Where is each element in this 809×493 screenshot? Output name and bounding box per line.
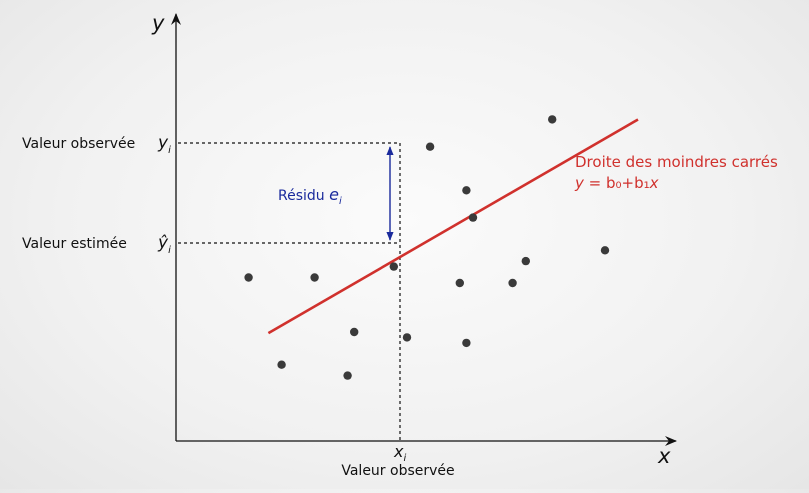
data-point: [508, 278, 517, 288]
y-axis-label: y: [151, 11, 165, 35]
data-point: [277, 360, 286, 369]
data-point: [389, 262, 398, 271]
regression-line: [267, 118, 639, 335]
data-point: [600, 246, 610, 255]
y-hat-i-label: ŷi: [157, 233, 171, 256]
residual-label: Résidu ei: [278, 185, 342, 207]
regression-title: Droite des moindres carrés: [575, 153, 778, 171]
observed-point-i: [425, 142, 435, 151]
data-points: [244, 115, 610, 380]
data-point: [462, 338, 471, 348]
observed-x-label: Valeur observée: [341, 463, 454, 479]
data-point: [521, 256, 530, 266]
data-point: [468, 213, 478, 222]
data-point: [350, 327, 359, 337]
data-point: [310, 273, 319, 282]
data-point: [455, 278, 464, 288]
observed-value-label: Valeur observée: [22, 136, 135, 152]
data-point: [462, 186, 471, 195]
data-point: [343, 371, 352, 380]
x-axis-label: x: [657, 444, 671, 468]
data-point: [402, 333, 412, 342]
x-i-label: xi: [393, 442, 406, 464]
regression-equation: y = b₀+b₁x: [574, 174, 659, 192]
data-point: [548, 115, 557, 124]
data-point: [244, 273, 253, 282]
y-i-label: yi: [157, 133, 171, 156]
estimated-value-label: Valeur estimée: [22, 236, 127, 252]
